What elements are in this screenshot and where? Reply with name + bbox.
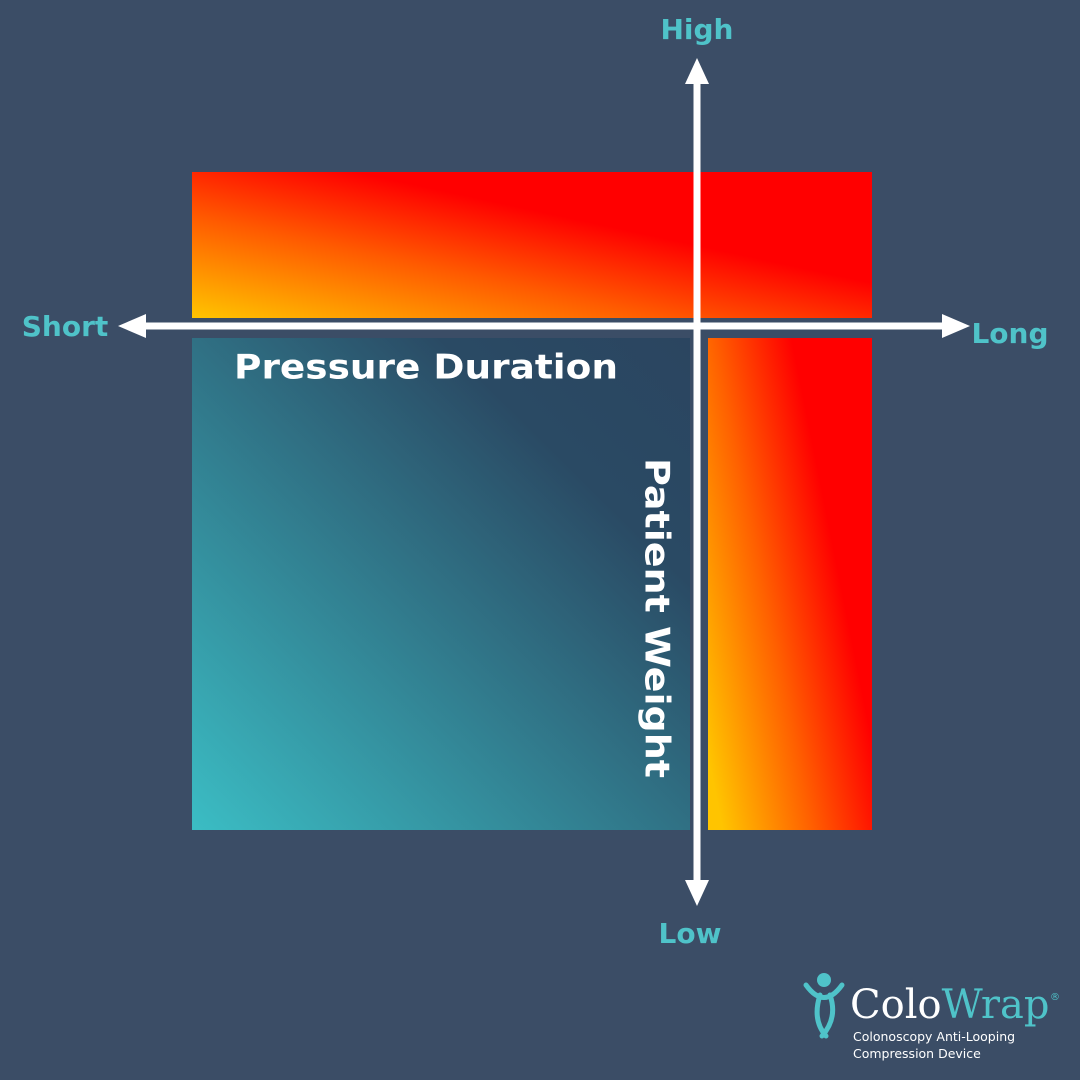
logo-name: ColoWrap [850, 982, 1049, 1028]
right-zone [708, 338, 872, 830]
arrow-left [118, 314, 146, 338]
axis-high: High [660, 13, 733, 46]
top-zone [192, 172, 872, 318]
pressure-duration-label: Pressure Duration [234, 348, 618, 388]
logo-tagline: Colonoscopy Anti-Looping [853, 1029, 1015, 1044]
logo-icon [803, 973, 845, 1039]
low-risk-zone [192, 338, 690, 830]
patient-weight-label: Patient Weight [637, 458, 677, 778]
arrow-down [685, 880, 709, 906]
logo: ColoWrap ® Colonoscopy Anti-Looping Comp… [803, 973, 1060, 1061]
axes [118, 58, 970, 906]
logo-tagline: Compression Device [853, 1046, 981, 1061]
axis-long: Long [971, 317, 1048, 350]
logo-registered: ® [1050, 992, 1060, 1003]
logo-name-second: Wrap [942, 982, 1050, 1028]
arrow-right [942, 314, 970, 338]
axis-short: Short [22, 310, 109, 343]
logo-name-first: Colo [850, 982, 942, 1028]
axis-low: Low [659, 917, 722, 950]
arrow-up [685, 58, 709, 84]
